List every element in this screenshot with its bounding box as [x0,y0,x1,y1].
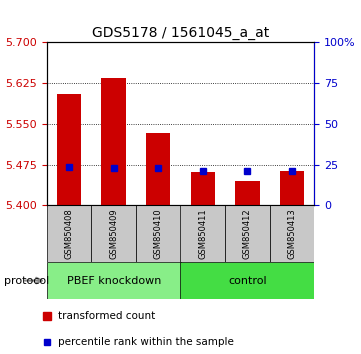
Bar [270,205,314,262]
Bar [101,78,126,205]
Text: control: control [228,275,266,286]
Text: percentile rank within the sample: percentile rank within the sample [58,337,234,347]
Text: GSM850408: GSM850408 [65,208,74,259]
Text: GSM850409: GSM850409 [109,208,118,259]
Text: GSM850410: GSM850410 [154,208,163,259]
Bar [47,205,91,262]
Bar [47,262,180,299]
Text: GSM850412: GSM850412 [243,208,252,259]
Bar [225,205,270,262]
Text: PBEF knockdown: PBEF knockdown [66,275,161,286]
Bar [57,94,82,205]
Text: GSM850411: GSM850411 [198,208,207,259]
Bar [191,172,215,205]
Bar [180,262,314,299]
Bar [146,133,170,205]
Bar [235,181,260,205]
Text: protocol: protocol [4,275,49,286]
Title: GDS5178 / 1561045_a_at: GDS5178 / 1561045_a_at [92,26,269,40]
Bar [180,205,225,262]
Text: GSM850413: GSM850413 [287,208,296,259]
Text: transformed count: transformed count [58,310,155,321]
Bar [136,205,180,262]
Bar [279,171,304,205]
Bar [91,205,136,262]
